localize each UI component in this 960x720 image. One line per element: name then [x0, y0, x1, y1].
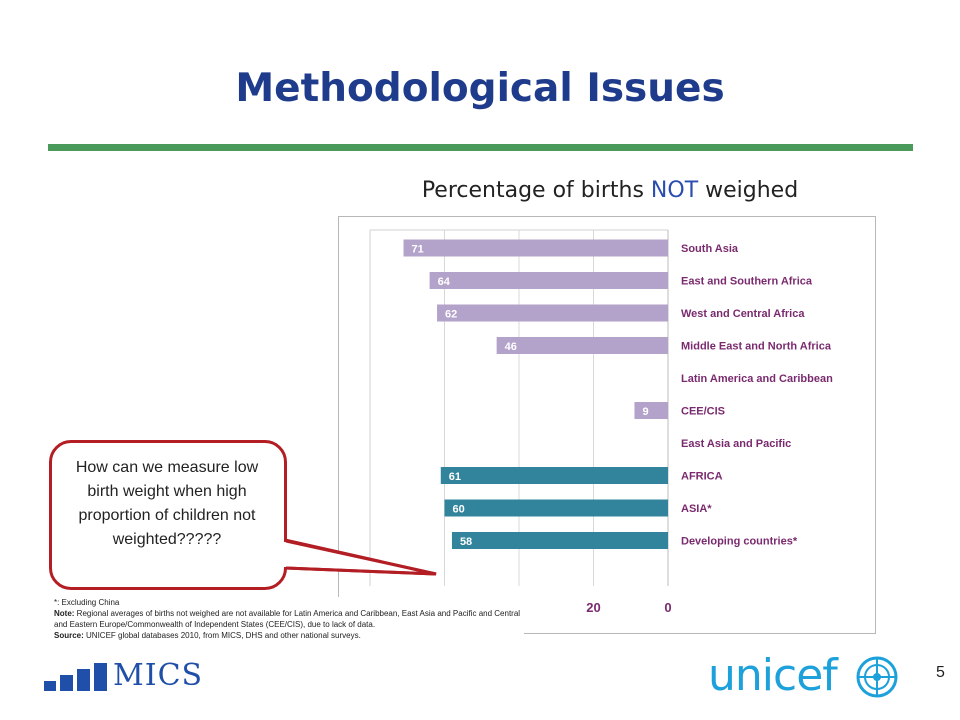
bar-value-label: 58 [460, 536, 472, 548]
category-label: South Asia [681, 243, 739, 255]
x-tick-label: 0 [664, 600, 671, 615]
page-number: 5 [936, 664, 945, 681]
bar [451, 532, 668, 549]
category-label: AFRICA [681, 471, 723, 483]
bar-value-label: 61 [449, 471, 461, 483]
bar-value-label: 62 [445, 309, 457, 321]
callout-bubble [49, 440, 287, 590]
bar-value-label: 9 [642, 406, 648, 418]
note-text: Regional averages of births not weighed … [54, 609, 521, 629]
unicef-globe-icon [856, 656, 898, 698]
x-tick-label: 20 [586, 600, 600, 615]
source-text: UNICEF global databases 2010, from MICS,… [83, 631, 361, 640]
mics-bar-3 [77, 669, 90, 691]
chart-title: Percentage of births NOT weighed [330, 178, 890, 203]
category-label: Middle East and North Africa [681, 341, 832, 353]
bar [634, 402, 668, 419]
category-label: East and Southern Africa [681, 276, 813, 288]
category-label: Developing countries* [681, 536, 798, 548]
chart-title-post: weighed [698, 178, 799, 203]
category-label: East Asia and Pacific [681, 438, 791, 450]
bar-value-label: 71 [412, 244, 424, 256]
category-label: Latin America and Caribbean [681, 373, 833, 385]
bar-chart: 20 0 71 South Asia 64 East and Southern Afric… [369, 229, 833, 615]
mics-logo: MICS [44, 655, 203, 691]
mics-bar-1 [44, 681, 56, 691]
bar [437, 304, 668, 322]
bar-value-label: 64 [438, 276, 451, 288]
source: Source: UNICEF global databases 2010, fr… [54, 630, 524, 641]
slide-title: Methodological Issues [235, 66, 725, 111]
bar [403, 239, 668, 257]
chart-notes: *: Excluding China Note: Regional averag… [54, 597, 524, 641]
chart-title-pre: Percentage of births [421, 178, 651, 203]
callout-text: How can we measure low birth weight when… [75, 459, 259, 548]
bar [440, 467, 668, 484]
title-divider [48, 144, 913, 151]
source-label: Source: [54, 631, 84, 640]
note: Note: Regional averages of births not we… [54, 608, 524, 630]
category-label: ASIA* [681, 503, 712, 515]
bar [429, 272, 668, 289]
bar-value-label: 60 [453, 504, 465, 516]
footnote: *: Excluding China [54, 598, 120, 607]
chart-title-highlight: NOT [650, 178, 699, 203]
unicef-wordmark: unicef [708, 650, 838, 701]
mics-bar-2 [60, 675, 73, 691]
category-label: West and Central Africa [681, 308, 805, 320]
note-label: Note: [54, 609, 75, 618]
bar-value-label: 46 [505, 341, 517, 353]
category-label: CEE/CIS [681, 406, 725, 418]
bar [444, 499, 668, 517]
bar [496, 337, 668, 354]
mics-wordmark: MICS [113, 658, 204, 693]
mics-bar-4 [94, 663, 107, 691]
